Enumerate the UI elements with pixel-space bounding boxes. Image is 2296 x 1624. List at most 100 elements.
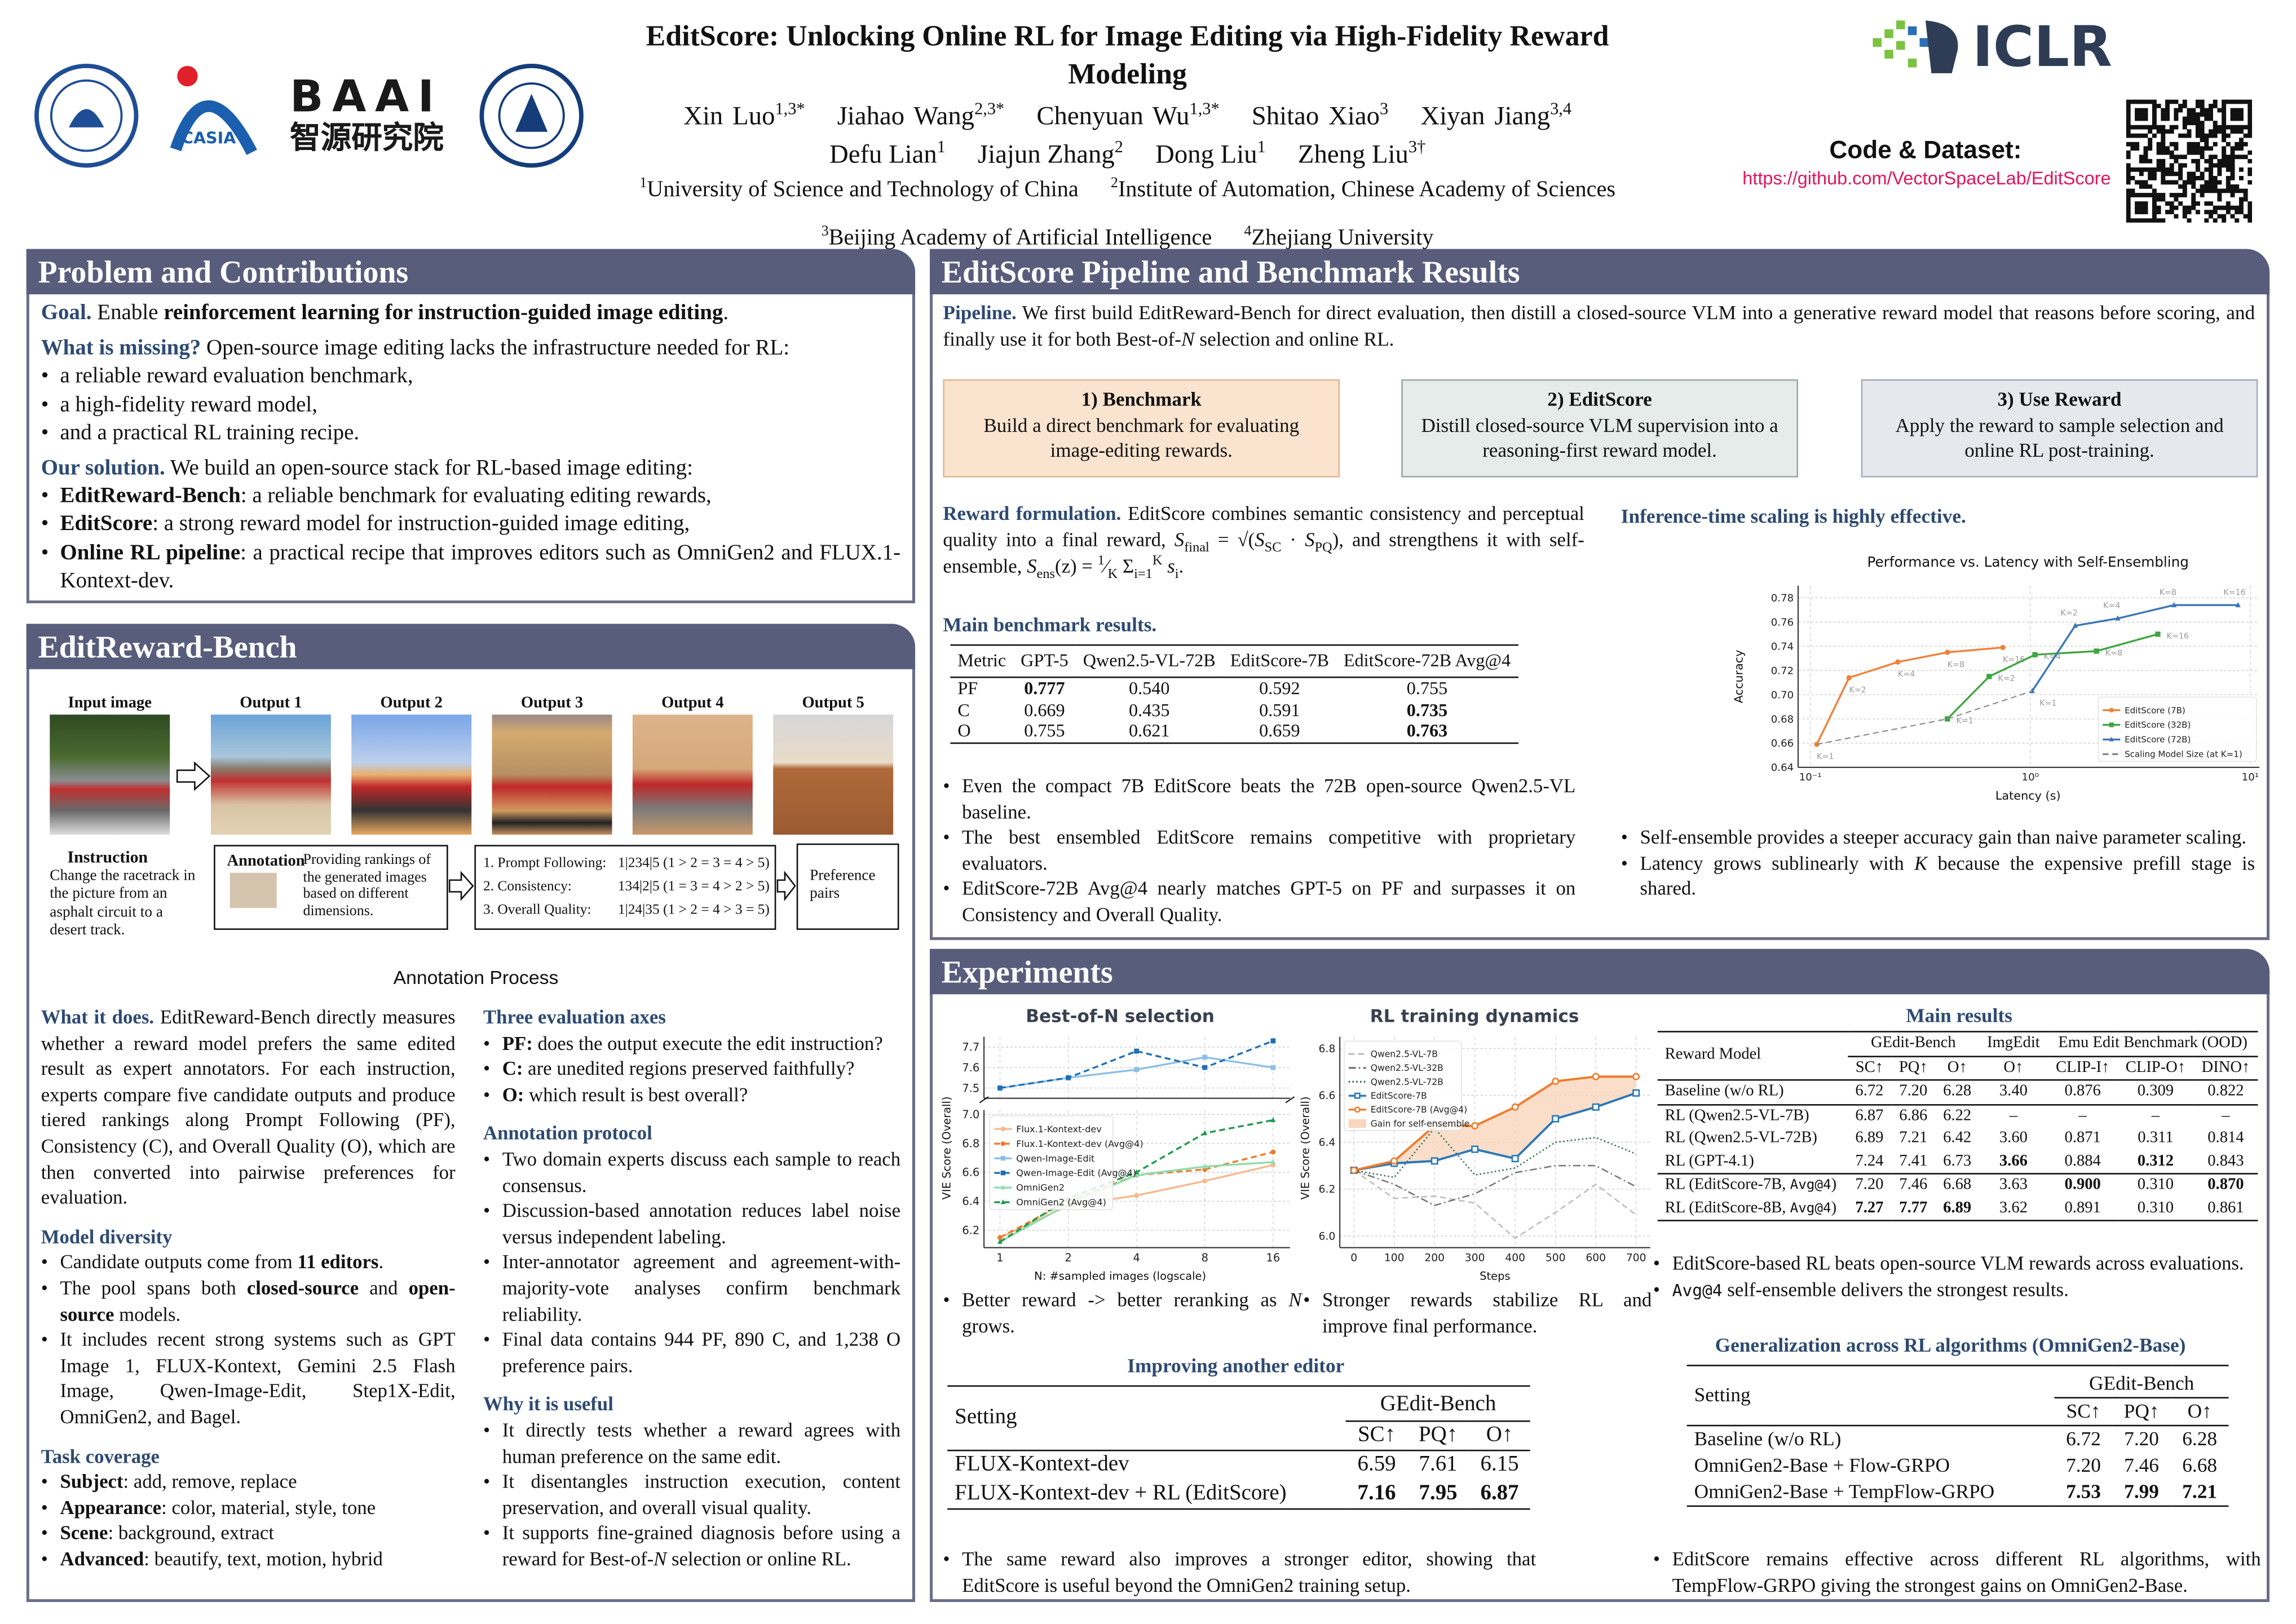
text-run: It supports fine-grained diagnosis befor… <box>502 1521 901 1570</box>
code-url-link[interactable]: https://github.com/VectorSpaceLab/EditSc… <box>1742 168 2111 189</box>
table-cell: 6.22 <box>1935 1104 1979 1128</box>
x-axis-label: Latency (s) <box>1995 789 2061 802</box>
qr-module <box>2187 133 2192 138</box>
text-run: OmniGen2-Base + Flow-GRPO <box>1694 1454 1950 1476</box>
qr-module <box>2238 205 2244 210</box>
qr-module <box>2195 133 2200 138</box>
qr-module <box>2191 158 2196 164</box>
text-run: RL (EditScore-7B, <box>1664 1176 1790 1194</box>
qr-module <box>2139 210 2144 214</box>
list-item: EditScore remains effective across diffe… <box>1653 1546 2261 1597</box>
table-cell: RL (Qwen2.5-VL-72B) <box>1658 1128 1848 1150</box>
step-benchmark: 1) Benchmark Build a direct benchmark for… <box>943 379 1340 478</box>
text-run: 7.21 <box>1899 1129 1928 1147</box>
table-cell: 7.95 <box>1407 1480 1469 1509</box>
text-run: a reliable reward evaluation benchmark, <box>60 365 413 389</box>
qr-module <box>2126 133 2131 138</box>
list-item: It includes recent strong systems such a… <box>41 1327 456 1430</box>
rankings-box: 1. Prompt Following: 1|234|5 (1 > 2 = 3 =… <box>474 845 776 930</box>
qr-module <box>2161 218 2166 223</box>
series-qwen-image-edit-avg-4- <box>997 1038 1276 1091</box>
text-run: Σ <box>1118 555 1134 577</box>
x-tick-label: 16 <box>1266 1251 1280 1264</box>
qr-module <box>2200 121 2205 125</box>
qr-module <box>2152 104 2157 108</box>
legend-marker <box>1354 1106 1361 1113</box>
subheading: Main benchmark results. <box>943 614 1157 636</box>
text-run: O: <box>502 1083 524 1106</box>
list-item: Inter-annotator agreement and agreement-… <box>483 1250 900 1327</box>
qr-module <box>2139 108 2144 113</box>
qr-module <box>2243 99 2248 104</box>
qr-module <box>2126 197 2131 202</box>
qr-module <box>2161 125 2166 130</box>
legend-marker <box>1000 1199 1006 1204</box>
table-cell: 0.755 <box>1013 721 1076 743</box>
author: Shitao Xiao3 <box>1252 100 1388 131</box>
x-tick-label: 700 <box>1626 1252 1646 1264</box>
text-run: : beautify, text, motion, hybrid <box>144 1547 383 1570</box>
text-run: Goal. <box>41 301 92 325</box>
y-axis-label: VIE Score (Overall) <box>1299 1096 1312 1199</box>
data-point <box>1270 1149 1276 1155</box>
series-line <box>1353 1092 1637 1172</box>
qr-code[interactable] <box>2126 99 2253 223</box>
diversity-list: Candidate outputs come from 11 editors.T… <box>41 1250 456 1430</box>
main-results-table: Reward Model GEdit-Bench ImgEdit Emu Edi… <box>1657 1031 2258 1221</box>
qr-module <box>2135 205 2140 210</box>
output-image-1 <box>210 714 331 835</box>
image-label: Output 2 <box>380 694 443 712</box>
point-label: K=8 <box>2160 588 2176 597</box>
ranking-dim: 2. Consistency: <box>483 879 572 895</box>
text-run: 6.22 <box>1943 1106 1972 1124</box>
qr-module <box>2135 108 2140 113</box>
qr-module <box>2135 116 2140 121</box>
benchmark-bullets: Even the compact 7B EditScore beats the … <box>943 773 1575 928</box>
qr-module <box>2161 108 2166 113</box>
qr-module <box>2209 175 2213 180</box>
qr-module <box>2148 146 2153 151</box>
useful-list: It directly tests whether a reward agree… <box>483 1418 900 1572</box>
text-run: ens <box>1036 567 1055 582</box>
qr-module <box>2169 167 2174 172</box>
qr-module <box>2213 180 2218 185</box>
qr-module <box>2200 138 2205 143</box>
text-run: Advanced <box>60 1547 144 1570</box>
table-row: RL (EditScore-8B, Avg@4) 7.27 7.77 6.89 3.62… <box>1658 1197 2258 1221</box>
qr-module <box>2195 142 2200 147</box>
legend-marker <box>1000 1185 1006 1190</box>
text-run: What is missing? <box>41 337 201 361</box>
table-cell: Baseline (w/o RL) <box>1658 1080 1848 1104</box>
qr-module <box>2161 129 2166 134</box>
qr-module <box>2230 214 2235 219</box>
qr-module <box>2213 133 2218 138</box>
qr-module <box>2139 180 2144 185</box>
data-point <box>2155 631 2161 637</box>
text-run: does the output execute the edit instruc… <box>532 1031 883 1054</box>
qr-module <box>2209 214 2213 219</box>
text-run: which result is best overall? <box>524 1083 748 1106</box>
data-point <box>1202 1065 1208 1070</box>
qr-module <box>2222 99 2227 104</box>
text-run: FLUX-Kontext-dev <box>955 1453 1129 1476</box>
column-header: GPT-5 <box>1021 650 1068 672</box>
qr-module <box>2213 121 2218 125</box>
data-point <box>2072 622 2078 628</box>
qr-module <box>2130 175 2135 180</box>
qr-module <box>2174 116 2179 121</box>
table-cell: 7.46 <box>2112 1453 2171 1479</box>
qr-module <box>2165 210 2170 214</box>
table-cell: RL (GPT-4.1) <box>1658 1150 1848 1174</box>
qr-module <box>2165 116 2170 121</box>
superscript: 3,4 <box>1550 99 1572 119</box>
qr-module <box>2156 125 2161 130</box>
text-run: ⁄ <box>1104 555 1108 577</box>
qr-module <box>2248 129 2253 134</box>
qr-module <box>2165 108 2170 113</box>
point-label: K=8 <box>2105 648 2122 657</box>
legend-marker <box>1354 1092 1361 1099</box>
table-cell: 0.755 <box>1336 677 1518 699</box>
text-run: FLUX-Kontext-dev + RL (EditScore) <box>955 1481 1287 1505</box>
data-point <box>1471 1122 1479 1129</box>
qr-module <box>2135 167 2140 172</box>
